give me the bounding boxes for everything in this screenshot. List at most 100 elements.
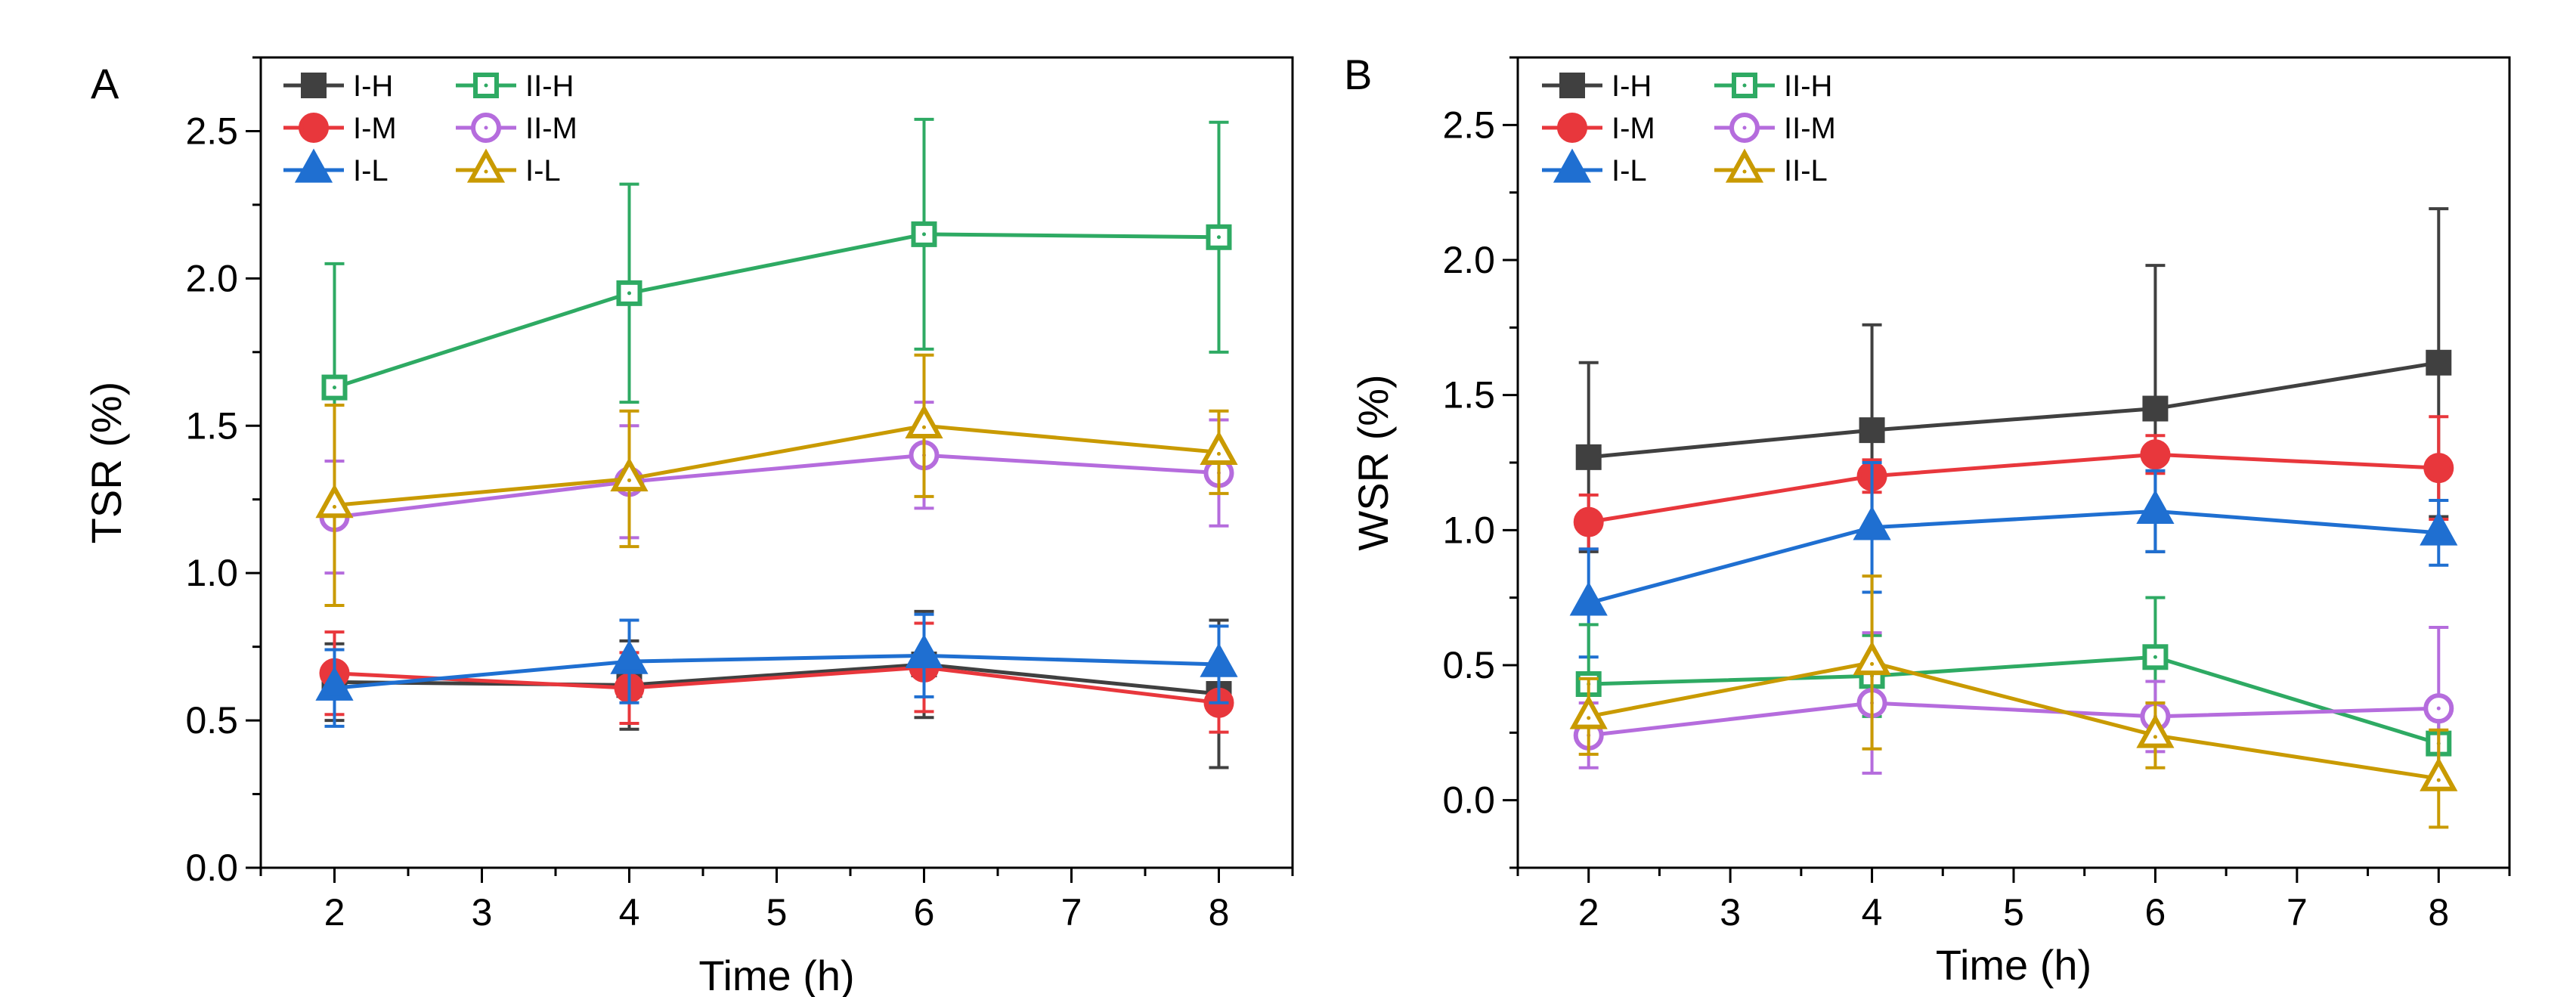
legend-label: I-L — [1612, 154, 1647, 187]
data-point — [1853, 506, 1891, 540]
data-point — [315, 484, 354, 519]
legend-item: II-M — [456, 112, 577, 145]
x-tick-label: 4 — [619, 891, 640, 934]
legend-item: I-H — [283, 70, 393, 103]
x-tick-label: 3 — [472, 891, 493, 934]
x-tick-label: 6 — [2145, 891, 2166, 934]
data-point-dot — [2436, 778, 2441, 782]
data-point-dot — [922, 425, 926, 429]
legend-marker — [1725, 148, 1764, 183]
legend-item: I-M — [1542, 112, 1655, 145]
y-tick-label: 1.5 — [185, 404, 238, 447]
data-point — [2420, 511, 2458, 546]
x-tick-label: 2 — [324, 891, 345, 934]
y-tick-label: 1.5 — [1442, 374, 1495, 416]
legend-item: II-H — [1714, 70, 1832, 103]
legend-item: I-H — [1542, 70, 1652, 103]
series-ii-h — [321, 117, 1232, 513]
legend-item: I-L — [283, 148, 389, 187]
legend-label: I-M — [1612, 112, 1655, 145]
data-point — [2426, 349, 2452, 376]
legend-marker — [299, 113, 329, 143]
series-line — [1588, 655, 2440, 746]
legend-marker-dot — [1742, 169, 1747, 174]
series-i-l — [315, 353, 1238, 608]
series-ii-l — [1569, 574, 2458, 829]
data-point — [905, 404, 943, 438]
y-axis-title: TSR (%) — [82, 382, 130, 544]
data-point-dot — [333, 385, 336, 390]
series-line — [1588, 452, 2439, 525]
x-tick-label: 2 — [1578, 891, 1599, 934]
x-tick-label: 7 — [2287, 891, 2308, 934]
data-point — [1200, 430, 1238, 466]
chart-panel-a: A 2 3 4 5 6 7 8 0.0 0.5 1.0 1.5 2.0 2.5 Time (h) TSR (%… — [82, 56, 1294, 997]
series-line — [1588, 701, 2439, 738]
legend-label: I-H — [1612, 70, 1652, 103]
data-point — [2136, 714, 2175, 748]
y-tick-label: 0.5 — [185, 699, 238, 742]
series-line — [334, 653, 1219, 690]
y-tick-label: 2.0 — [185, 257, 238, 299]
data-point — [2142, 395, 2169, 422]
x-tick-label: 7 — [1061, 891, 1082, 934]
x-axis-title: Time (h) — [698, 952, 854, 997]
legend-label: II-H — [525, 70, 574, 103]
data-point-dot — [627, 291, 631, 296]
panel-label: B — [1344, 51, 1372, 98]
series-ii-m — [319, 401, 1234, 575]
data-point — [1569, 695, 1608, 729]
y-tick-label: 1.0 — [1442, 509, 1495, 551]
legend-marker — [1559, 73, 1585, 98]
legend-item: I-L — [1542, 148, 1647, 187]
series-i-l — [315, 612, 1238, 728]
series-line — [1588, 509, 2439, 605]
y-tick-label: 0.0 — [185, 847, 238, 889]
y-tick-label: 2.0 — [1442, 239, 1495, 281]
y-tick-label: 0.5 — [1442, 644, 1495, 686]
legend-label: I-H — [353, 70, 393, 103]
legend-label: II-M — [1784, 112, 1836, 145]
x-axis-title: Time (h) — [1936, 941, 2091, 989]
y-axis-title: WSR (%) — [1349, 374, 1397, 550]
data-point-dot — [2153, 735, 2157, 739]
series-i-l — [1569, 461, 2458, 659]
y-tick-label: 2.5 — [1442, 104, 1495, 146]
legend-marker — [1732, 73, 1757, 98]
data-point — [2140, 439, 2171, 470]
series-line — [334, 665, 1219, 705]
legend-marker-dot — [484, 83, 488, 88]
y-tick-label: 0.0 — [1442, 779, 1495, 822]
legend-item: I-M — [283, 112, 397, 145]
series-line — [334, 453, 1219, 519]
y-tick-label: 1.0 — [185, 552, 238, 594]
legend-marker — [1557, 113, 1587, 143]
legend-marker — [1553, 148, 1592, 183]
legend-marker — [301, 73, 327, 98]
legend-label: I-L — [353, 154, 389, 187]
y-tick-label: 2.5 — [185, 110, 238, 152]
series-i-h — [1575, 207, 2452, 553]
data-point — [610, 457, 649, 492]
x-tick-label: 4 — [1862, 891, 1883, 934]
data-point — [1575, 444, 1602, 470]
x-tick-label: 8 — [1209, 891, 1230, 934]
legend-marker-dot — [484, 125, 488, 130]
x-tick-label: 5 — [766, 891, 788, 934]
series-line — [334, 662, 1219, 696]
data-point-dot — [2436, 706, 2441, 711]
legend-marker-dot — [1742, 83, 1747, 88]
data-point — [1859, 417, 1885, 444]
legend-marker-dot — [484, 169, 488, 174]
series-line — [333, 232, 1219, 389]
data-point — [610, 639, 649, 674]
data-point — [2423, 453, 2454, 484]
x-tick-label: 5 — [2003, 891, 2024, 934]
data-point-dot — [1217, 451, 1221, 456]
x-tick-label: 8 — [2428, 891, 2449, 934]
legend-label: II-L — [1784, 154, 1828, 187]
legend-label: I-L — [525, 154, 561, 187]
legend-item: I-L — [456, 148, 561, 187]
legend-item: II-L — [1714, 148, 1828, 187]
